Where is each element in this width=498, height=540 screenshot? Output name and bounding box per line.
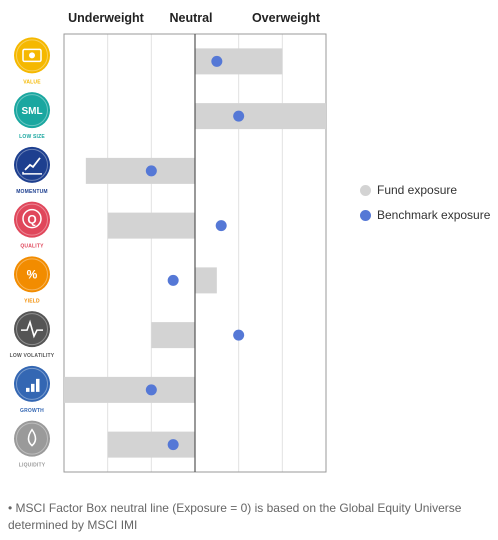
benchmark-point-1 <box>233 110 245 122</box>
factor-icon-text: Q <box>27 213 36 227</box>
factor-icon-text: % <box>27 267 38 281</box>
benchmark-point-7 <box>167 439 179 451</box>
header-underweight: Underweight <box>68 11 144 25</box>
factor-icon-ring <box>16 148 48 181</box>
factor-icon-circle <box>14 146 50 183</box>
sml-text-icon: SML <box>14 92 50 129</box>
heartbeat-line <box>21 319 43 339</box>
banknote-coin <box>29 52 35 59</box>
growth-bar-1 <box>31 383 35 392</box>
factor-icon-ring <box>16 367 48 400</box>
factor-label-7: LIQUIDITY <box>19 463 46 469</box>
heartbeat-icon <box>14 311 50 348</box>
factor-label-1: LOW SIZE <box>19 134 45 140</box>
growth-bar-2 <box>36 378 40 392</box>
fund-bar-4 <box>195 267 217 294</box>
legend-swatch-benchmark <box>360 209 371 221</box>
fund-bar-6 <box>64 376 195 403</box>
factor-icon-circle <box>14 256 50 293</box>
fund-bar-2 <box>85 157 195 184</box>
fund-bar-1 <box>195 103 326 130</box>
drop-icon <box>14 420 50 457</box>
legend-label-benchmark: Benchmark exposure <box>377 208 491 222</box>
fund-bar-0 <box>195 48 283 75</box>
footnote: • MSCI Factor Box neutral line (Exposure… <box>8 501 462 532</box>
banknote-shape <box>22 48 42 63</box>
legend-label-fund: Fund exposure <box>377 183 458 197</box>
header-neutral: Neutral <box>169 11 213 25</box>
drop-shape <box>27 428 37 447</box>
factor-label-2: MOMENTUM <box>16 189 48 195</box>
benchmark-point-4 <box>167 274 179 286</box>
legend-item-fund: Fund exposure <box>360 183 457 197</box>
factor-label-4: YIELD <box>24 298 40 304</box>
fund-bar-5 <box>151 322 195 349</box>
trend-up-icon <box>14 146 50 183</box>
factor-icon-ring <box>16 39 48 72</box>
factor-icon-circle <box>14 420 50 457</box>
factor-icon-ring <box>16 94 48 127</box>
benchmark-point-0 <box>211 55 223 67</box>
banknote-icon <box>14 37 50 74</box>
factor-label-0: VALUE <box>23 79 41 85</box>
benchmark-point-3 <box>215 220 227 232</box>
factor-icon-ring <box>16 203 48 236</box>
legend-item-benchmark: Benchmark exposure <box>360 208 490 222</box>
trend-line <box>24 157 41 171</box>
growth-bar-0 <box>26 387 30 392</box>
factor-icon-circle <box>14 201 50 238</box>
factor-icon-ring <box>16 258 48 291</box>
seal-ring <box>22 208 42 229</box>
benchmark-point-5 <box>233 329 245 341</box>
legend-swatch-fund <box>360 184 371 196</box>
factor-icon-circle <box>14 92 50 129</box>
benchmark-point-6 <box>145 384 157 396</box>
factor-label-3: QUALITY <box>20 244 44 250</box>
bar-growth-icon <box>14 365 50 402</box>
factor-label-5: LOW VOLATILITY <box>10 353 55 359</box>
header-overweight: Overweight <box>251 11 321 25</box>
percent-icon: % <box>14 256 50 293</box>
fund-bar-7 <box>107 431 195 458</box>
benchmark-point-2 <box>145 165 157 177</box>
factor-icon-ring <box>16 422 48 455</box>
factor-icon-text: SML <box>21 106 42 117</box>
fund-bar-3 <box>107 212 195 239</box>
quality-seal-icon: Q <box>14 201 50 238</box>
factor-icon-ring <box>16 313 48 346</box>
factor-label-6: GROWTH <box>20 408 44 414</box>
trend-axis <box>22 171 42 175</box>
